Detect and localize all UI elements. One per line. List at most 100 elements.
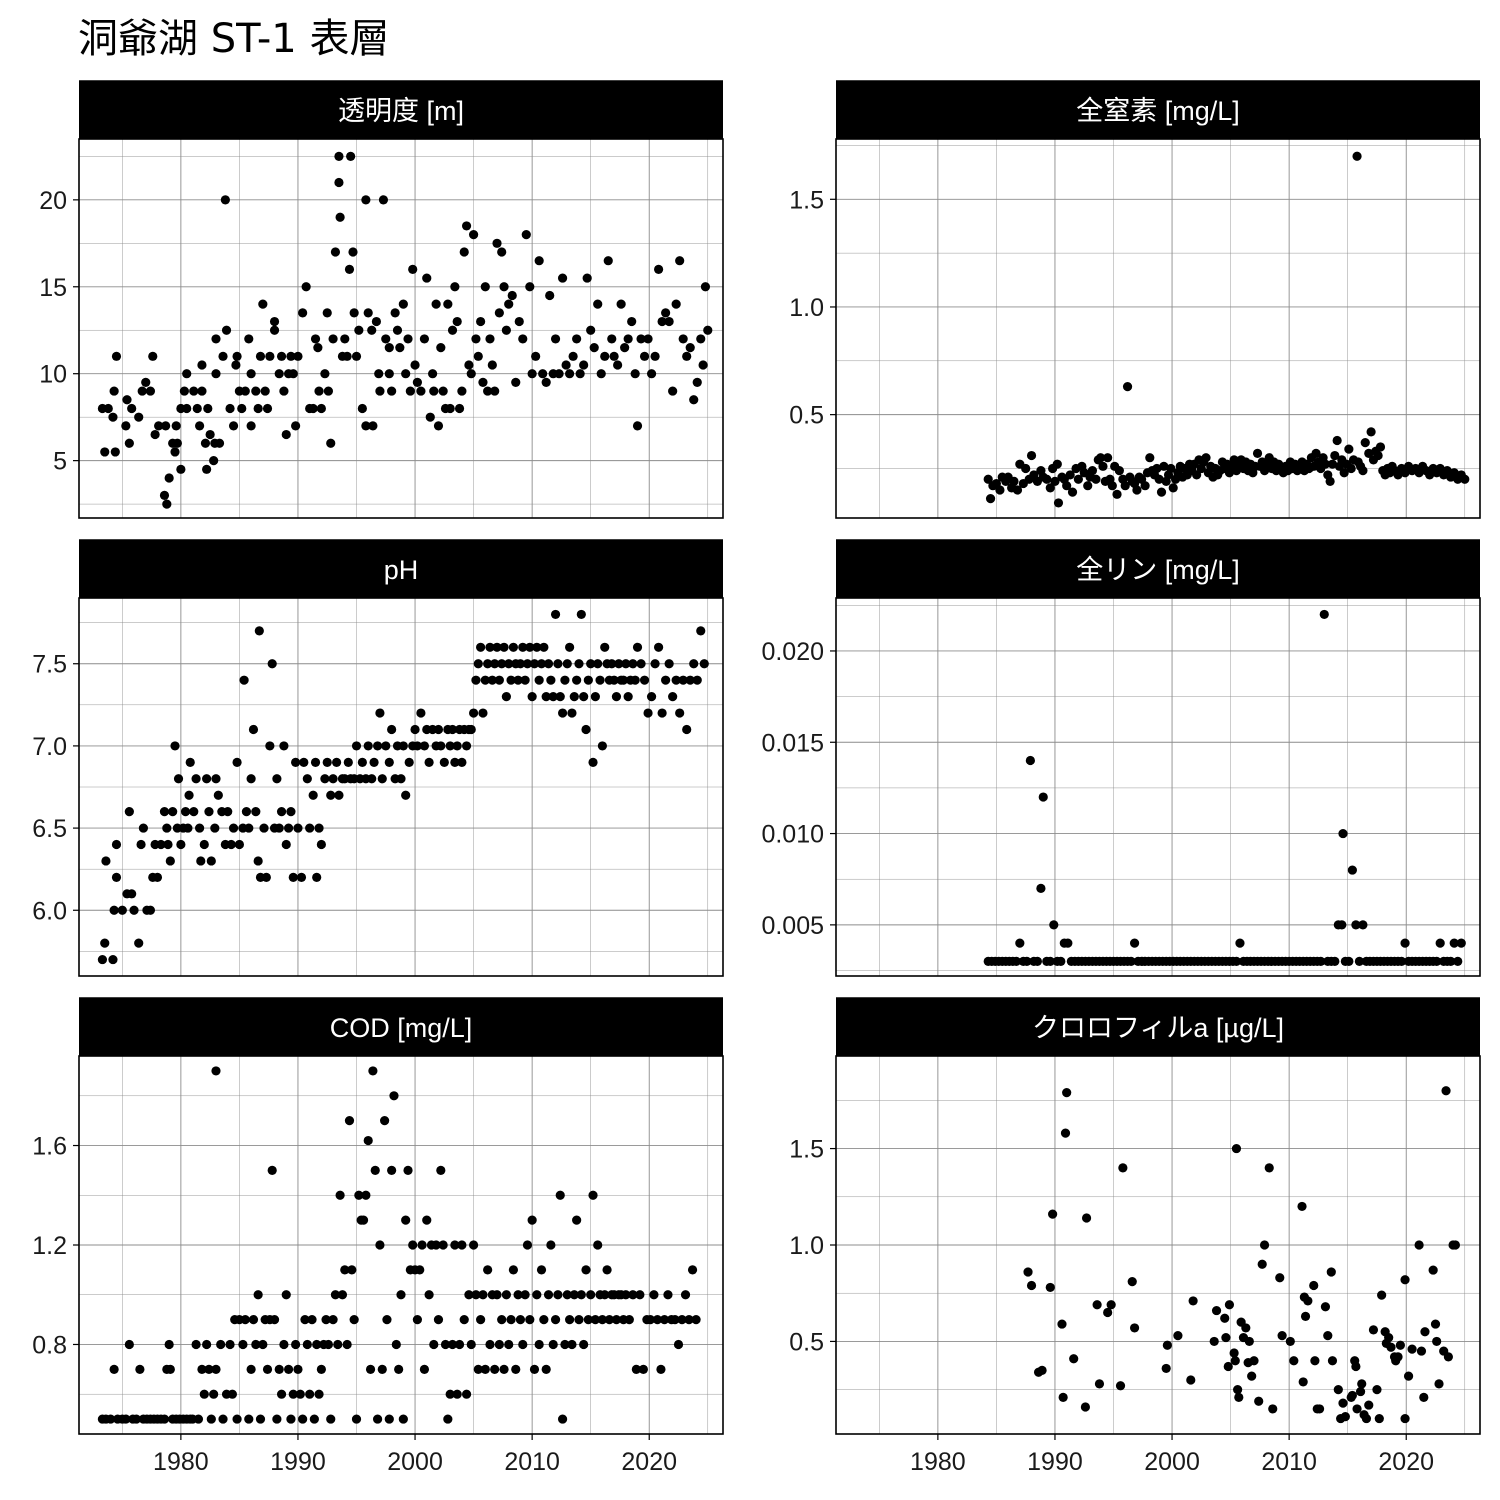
- data-point: [457, 757, 467, 767]
- data-point: [1416, 1346, 1427, 1356]
- data-point: [416, 708, 426, 718]
- data-point: [1045, 1282, 1055, 1293]
- data-point: [1325, 476, 1335, 486]
- y-tick-label: 6.5: [32, 815, 67, 843]
- x-tick-label: 2020: [621, 1448, 677, 1476]
- data-point: [156, 839, 166, 850]
- data-point: [567, 708, 577, 718]
- data-point: [291, 1339, 301, 1350]
- data-point: [560, 1339, 570, 1350]
- data-point: [1173, 1331, 1183, 1341]
- data-point: [127, 889, 137, 899]
- data-point: [410, 360, 420, 370]
- data-point: [581, 724, 591, 735]
- data-point: [337, 1290, 348, 1300]
- data-point: [586, 659, 596, 669]
- data-point: [300, 1315, 310, 1325]
- data-point: [1400, 1413, 1410, 1424]
- data-point: [1327, 1356, 1338, 1366]
- data-point: [103, 403, 113, 414]
- panel-strip: [79, 81, 723, 139]
- data-point: [316, 403, 326, 414]
- data-point: [532, 642, 542, 652]
- data-point: [1037, 1365, 1047, 1375]
- panel-transparency: 透明度 [m] 5 10 15 20: [39, 80, 724, 519]
- data-point: [415, 1265, 425, 1275]
- data-point: [485, 334, 495, 344]
- data-point: [398, 741, 408, 751]
- data-point: [494, 1339, 504, 1350]
- data-point: [630, 675, 640, 685]
- data-point: [429, 1339, 439, 1350]
- data-point: [468, 230, 479, 240]
- data-point: [548, 1339, 558, 1350]
- data-point: [384, 757, 394, 767]
- data-point: [244, 1414, 254, 1424]
- y-tick-label: 0.8: [32, 1331, 67, 1359]
- data-point: [454, 403, 465, 414]
- data-point: [447, 1339, 458, 1350]
- data-point: [326, 1414, 336, 1424]
- panel-title: 全リン [mg/L]: [1076, 555, 1240, 585]
- data-point: [501, 692, 511, 702]
- data-point: [299, 757, 309, 767]
- data-point: [323, 386, 334, 396]
- data-point: [538, 369, 548, 379]
- data-point: [588, 757, 598, 767]
- data-point: [298, 1414, 308, 1424]
- data-point: [398, 299, 408, 309]
- data-point: [109, 386, 119, 396]
- data-point: [1126, 956, 1136, 966]
- data-point: [450, 1240, 460, 1250]
- data-point: [623, 692, 633, 702]
- data-point: [593, 659, 603, 669]
- data-point: [429, 386, 439, 396]
- data-point: [1042, 474, 1052, 484]
- data-point: [419, 1364, 430, 1374]
- data-point: [1428, 1265, 1438, 1275]
- data-point: [661, 675, 671, 685]
- data-point: [316, 839, 326, 850]
- data-point: [378, 195, 389, 205]
- data-point: [483, 1265, 493, 1275]
- data-point: [1346, 463, 1356, 474]
- data-point: [291, 757, 301, 767]
- y-tick-label: 0.5: [789, 1328, 824, 1356]
- data-point: [654, 264, 664, 274]
- data-point: [260, 386, 270, 396]
- data-point: [269, 1315, 280, 1325]
- data-point: [1347, 865, 1357, 875]
- data-point: [204, 807, 214, 817]
- y-tick-label: 1.0: [789, 294, 824, 322]
- data-point: [476, 1315, 486, 1325]
- data-point: [1361, 1413, 1372, 1424]
- y-tick-label: 20: [39, 187, 67, 215]
- data-point: [581, 1265, 591, 1275]
- data-point: [121, 421, 131, 431]
- data-point: [173, 774, 184, 784]
- data-point: [351, 741, 362, 751]
- data-point: [320, 369, 330, 379]
- data-point: [699, 659, 709, 669]
- data-point: [97, 954, 108, 965]
- data-point: [447, 724, 458, 735]
- data-point: [687, 1265, 698, 1275]
- data-point: [100, 447, 110, 457]
- data-point: [525, 282, 535, 292]
- data-point: [586, 1290, 596, 1300]
- data-point: [403, 334, 413, 344]
- y-tick-label: 1.6: [32, 1133, 67, 1161]
- x-tick-label: 2000: [1144, 1448, 1200, 1476]
- data-point: [394, 1364, 404, 1374]
- data-point: [272, 774, 282, 784]
- data-point: [440, 1339, 451, 1350]
- data-point: [293, 351, 303, 361]
- data-point: [1374, 1413, 1384, 1424]
- data-point: [604, 1315, 615, 1325]
- data-point: [180, 807, 191, 817]
- data-point: [1112, 489, 1122, 499]
- data-point: [602, 1265, 612, 1275]
- data-point: [557, 273, 568, 283]
- data-point: [267, 1165, 277, 1175]
- data-point: [1229, 1348, 1239, 1358]
